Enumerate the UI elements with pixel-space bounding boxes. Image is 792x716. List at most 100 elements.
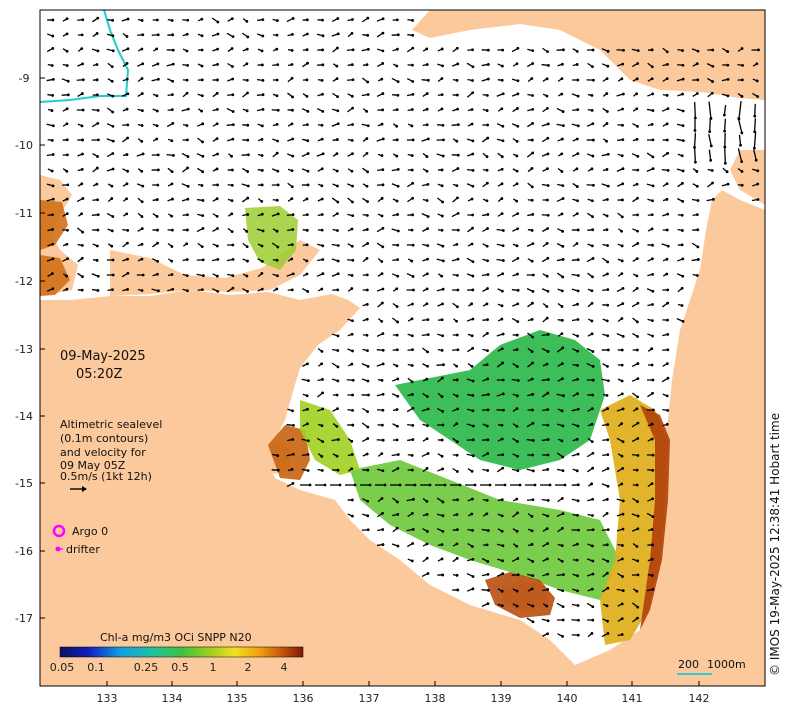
velocity-arrows: [46, 16, 760, 638]
velocity-arrow-head: [441, 500, 445, 504]
velocity-arrow-head: [665, 182, 669, 186]
velocity-arrow-head: [606, 619, 609, 623]
velocity-arrow-head: [576, 124, 580, 128]
velocity-arrow-head: [694, 160, 697, 164]
velocity-arrow-head: [485, 363, 489, 367]
velocity-arrow-head: [365, 317, 369, 321]
velocity-arrow-head: [396, 377, 400, 381]
velocity-arrow-head: [351, 393, 354, 397]
velocity-arrow-head: [515, 139, 519, 143]
y-tick-label: -13: [15, 343, 33, 356]
velocity-arrow-head: [440, 395, 444, 399]
velocity-arrow-head: [440, 47, 444, 51]
velocity-arrow-head: [455, 422, 459, 426]
velocity-arrow-head: [455, 78, 459, 82]
velocity-arrow-head: [306, 290, 310, 293]
velocity-arrow-head: [305, 123, 309, 127]
velocity-arrow-head: [591, 154, 595, 158]
velocity-arrow-head: [126, 169, 129, 173]
velocity-arrow-head: [576, 392, 579, 396]
velocity-arrow-head: [216, 47, 220, 51]
velocity-arrow-head: [276, 454, 280, 457]
velocity-arrow-head: [351, 184, 354, 188]
velocity-arrow-head: [425, 512, 429, 516]
velocity-arrow-head: [275, 78, 279, 82]
velocity-arrow-head: [666, 151, 670, 155]
velocity-arrow-head: [441, 529, 445, 533]
velocity-arrow-head: [200, 64, 204, 68]
velocity-arrow-head: [531, 574, 535, 577]
velocity-arrow-head: [531, 439, 535, 442]
velocity-arrow-head: [606, 303, 610, 307]
velocity-arrow-head: [576, 334, 579, 338]
velocity-arrow-head: [650, 213, 654, 217]
velocity-arrow-head: [351, 200, 354, 204]
velocity-arrow-head: [320, 362, 324, 366]
velocity-arrow-head: [290, 243, 294, 247]
velocity-arrow-head: [455, 274, 459, 277]
velocity-arrow-head: [756, 198, 760, 201]
velocity-arrow-head: [546, 423, 550, 427]
velocity-arrow-head: [561, 275, 565, 279]
velocity-arrow-head: [396, 167, 400, 171]
velocity-arrow-head: [455, 319, 458, 323]
velocity-arrow-head: [200, 17, 204, 21]
velocity-arrow-head: [441, 244, 445, 248]
velocity-arrow-head: [351, 319, 354, 323]
velocity-arrow-head: [545, 77, 549, 81]
velocity-arrow-head: [80, 167, 84, 171]
velocity-arrow-head: [125, 77, 129, 81]
velocity-arrow-head: [366, 514, 370, 518]
velocity-arrow-head: [426, 333, 430, 337]
velocity-arrow-head: [470, 545, 474, 548]
velocity-arrow-head: [681, 63, 685, 67]
velocity-arrow-head: [306, 61, 309, 65]
velocity-arrow-head: [110, 244, 114, 248]
velocity-arrow-head: [65, 197, 69, 201]
velocity-arrow-head: [411, 46, 415, 50]
velocity-arrow-head: [501, 572, 505, 576]
velocity-arrow-head: [530, 138, 534, 142]
velocity-arrow-head: [488, 483, 492, 487]
velocity-arrow-head: [531, 453, 535, 457]
velocity-arrow-head: [471, 213, 474, 217]
velocity-arrow-head: [275, 198, 279, 202]
velocity-arrow-head: [516, 272, 519, 276]
velocity-arrow-head: [396, 274, 400, 278]
velocity-arrow: [738, 134, 742, 146]
colorbar-ticks: 0.05 0.1 0.25 0.5 1 2 4: [50, 661, 288, 674]
velocity-arrow-head: [276, 108, 280, 112]
velocity-arrow-head: [96, 49, 100, 53]
velocity-arrow-head: [455, 46, 459, 50]
velocity-arrow-head: [562, 48, 565, 52]
velocity-arrow-head: [636, 421, 640, 425]
velocity-arrow-head: [381, 408, 385, 412]
velocity-arrow-head: [290, 257, 294, 261]
velocity-arrow-head: [562, 573, 565, 576]
velocity-arrow-head: [321, 440, 325, 444]
velocity-arrow-head: [350, 138, 354, 142]
velocity-arrow-head: [635, 274, 639, 278]
velocity-arrow-head: [456, 228, 460, 232]
velocity-arrow-head: [51, 94, 55, 97]
velocity-arrow-head: [290, 48, 294, 52]
velocity-arrow-head: [636, 335, 639, 338]
velocity-arrow-head: [111, 167, 115, 171]
velocity-arrow-head: [561, 197, 565, 200]
velocity-arrow-head: [530, 317, 534, 321]
velocity-arrow-head: [65, 49, 69, 53]
velocity-arrow-head: [620, 272, 624, 276]
velocity-arrow-head: [515, 199, 519, 203]
velocity-arrow-head: [590, 109, 594, 112]
velocity-arrow-head: [381, 287, 385, 291]
velocity-arrow-head: [605, 571, 609, 575]
velocity-arrow-head: [291, 17, 295, 20]
velocity-arrow-head: [351, 378, 355, 382]
velocity-arrow-head: [291, 213, 295, 217]
velocity-arrow-head: [485, 543, 489, 547]
velocity-arrow-head: [545, 94, 549, 98]
velocity-arrow-head: [500, 423, 504, 427]
velocity-arrow-head: [650, 257, 654, 261]
velocity-arrow-head: [440, 274, 444, 278]
velocity-arrow-head: [365, 63, 369, 67]
